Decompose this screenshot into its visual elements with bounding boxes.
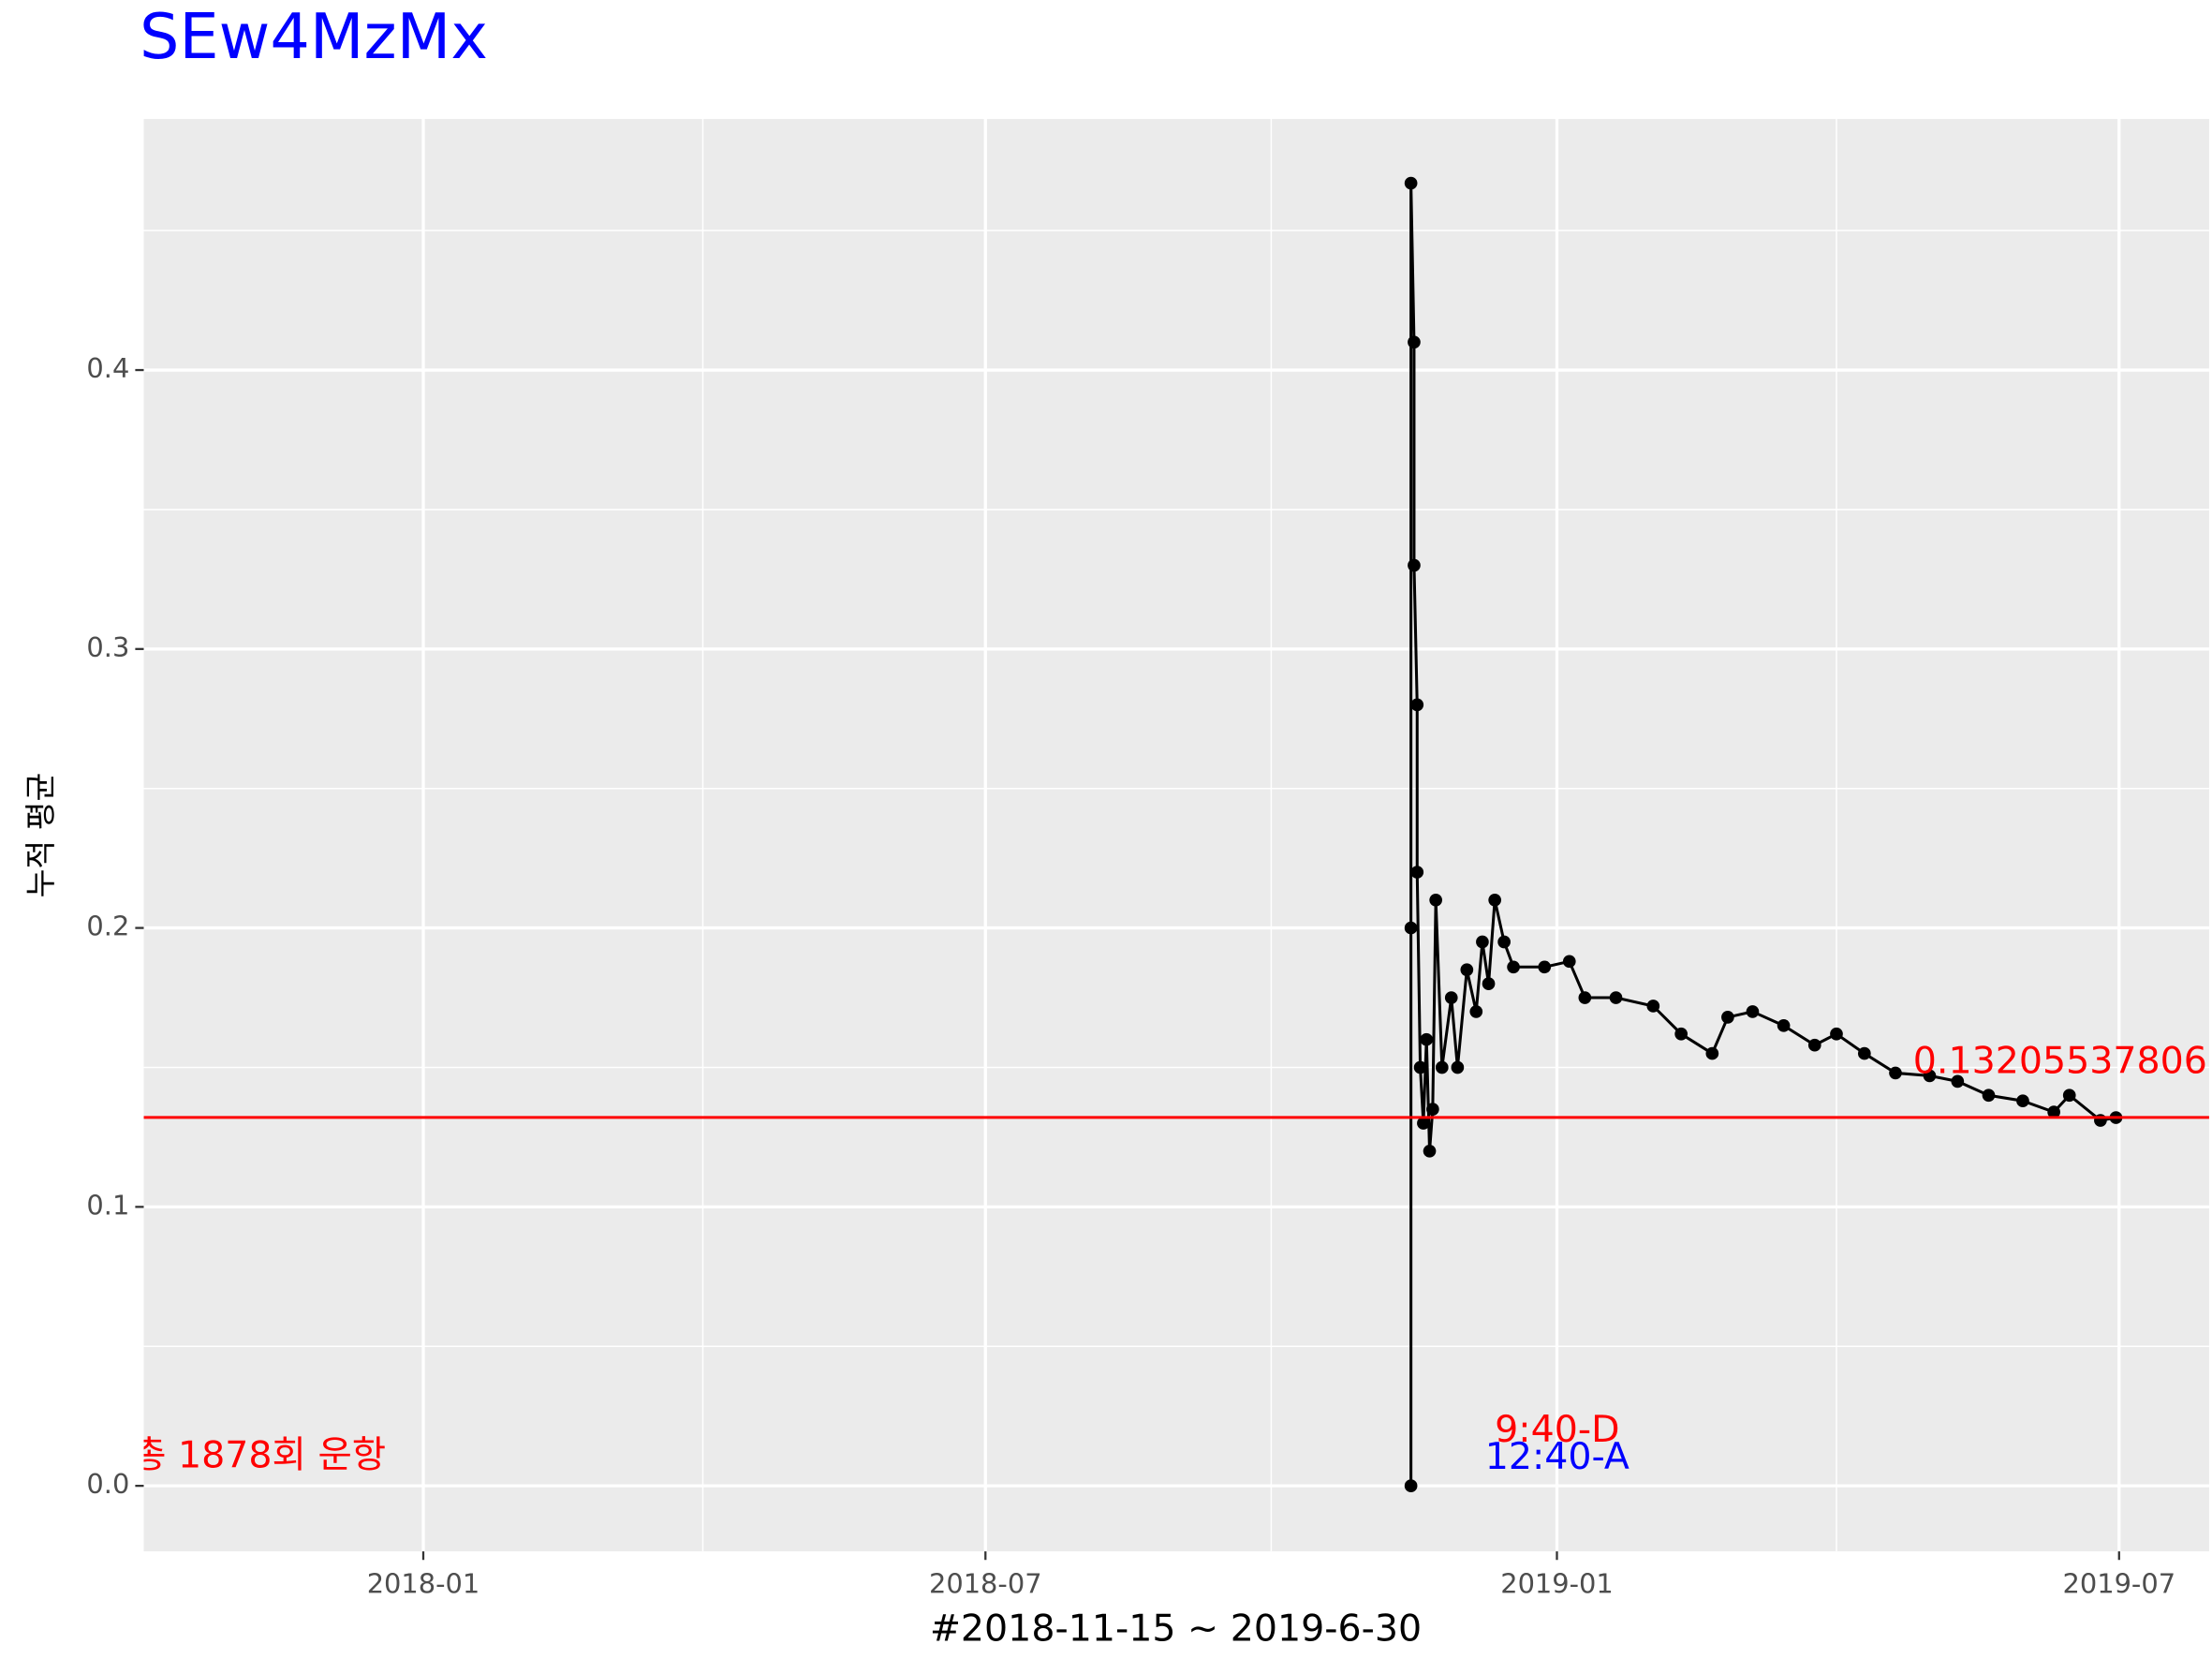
- point: [1488, 893, 1502, 907]
- point: [1830, 1027, 1843, 1041]
- point: [1404, 1479, 1418, 1492]
- point: [2016, 1094, 2029, 1108]
- point: [1417, 1117, 1430, 1130]
- y-axis-label: 누적 평균: [22, 773, 59, 898]
- annotation: 9:40-D: [1495, 1408, 1619, 1451]
- point: [1609, 991, 1623, 1004]
- point: [1951, 1074, 1965, 1089]
- y-tick-label: 0.2: [86, 911, 129, 942]
- x-tick-label: 2019-01: [1500, 1568, 1614, 1600]
- annotation: 12:40-A: [1485, 1435, 1630, 1478]
- point: [1444, 991, 1458, 1004]
- point: [1476, 935, 1489, 949]
- point: [1420, 1032, 1434, 1046]
- point: [1410, 866, 1424, 879]
- y-tick-label: 0.4: [86, 352, 129, 384]
- point: [1646, 1000, 1660, 1013]
- point: [1410, 698, 1424, 712]
- point: [1404, 176, 1418, 190]
- point: [1482, 977, 1496, 990]
- point: [1413, 1060, 1427, 1074]
- point: [1674, 1027, 1688, 1041]
- point: [1721, 1011, 1734, 1024]
- point: [1507, 960, 1520, 974]
- point: [1408, 335, 1421, 349]
- point: [1705, 1046, 1719, 1060]
- x-axis-label: #2018-11-15 ~ 2019-6-30: [930, 1607, 1422, 1651]
- point: [1857, 1046, 1871, 1060]
- point: [1426, 1103, 1439, 1116]
- chart-title: SEw4MzMx: [140, 0, 488, 73]
- y-tick-label: 0.1: [86, 1189, 129, 1221]
- x-tick-label: 2019-07: [2062, 1568, 2175, 1600]
- point: [1435, 1060, 1449, 1074]
- x-tick-label: 2018-07: [929, 1568, 1042, 1600]
- annotation: 총 1878회 운항: [132, 1433, 386, 1476]
- point: [2094, 1114, 2107, 1127]
- point: [1460, 963, 1474, 977]
- point: [1429, 893, 1443, 907]
- point: [1423, 1144, 1437, 1158]
- y-tick-label: 0.3: [86, 631, 129, 663]
- point: [1408, 558, 1421, 572]
- point: [1451, 1060, 1465, 1074]
- point: [1469, 1005, 1483, 1018]
- point: [1982, 1089, 1996, 1103]
- point: [1538, 960, 1552, 974]
- x-tick-label: 2018-01: [367, 1568, 480, 1600]
- point: [1562, 955, 1576, 969]
- point: [1497, 935, 1511, 949]
- point: [1777, 1018, 1791, 1032]
- point: [1578, 991, 1592, 1004]
- point: [1404, 921, 1418, 935]
- point: [1746, 1005, 1760, 1018]
- reference-label: 0.13205537806: [1913, 1040, 2207, 1083]
- point: [2047, 1105, 2060, 1118]
- panel: [143, 119, 2209, 1552]
- y-tick-label: 0.0: [86, 1468, 129, 1500]
- point: [1889, 1066, 1902, 1080]
- point: [1923, 1069, 1937, 1083]
- point: [1807, 1038, 1821, 1052]
- point: [2062, 1089, 2076, 1103]
